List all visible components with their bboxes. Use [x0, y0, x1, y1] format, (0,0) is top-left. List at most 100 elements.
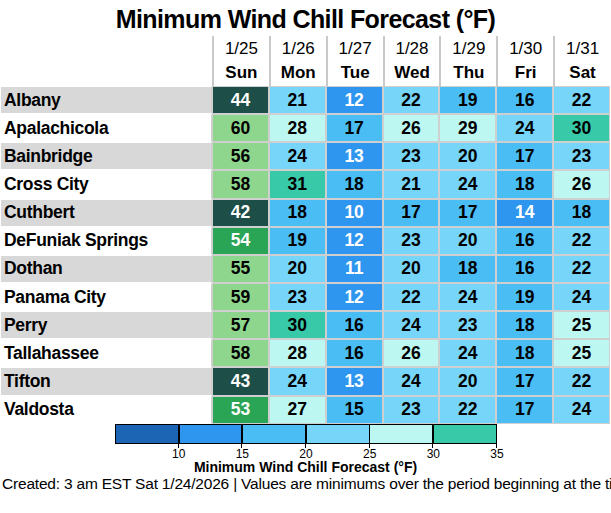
colorbar-segment [179, 425, 243, 443]
colorbar-tickmark [305, 424, 306, 448]
column-header-mon: 1/26Mon [269, 36, 326, 86]
value-cell: 24 [439, 339, 496, 367]
value-cell: 43 [212, 367, 269, 395]
value-cell: 17 [496, 142, 553, 170]
value-cell: 26 [383, 114, 440, 142]
header-spacer [1, 36, 212, 86]
value-cell: 17 [439, 199, 496, 227]
row-label: Apalachicola [1, 114, 212, 142]
value-cell: 18 [553, 199, 610, 227]
column-day: Thu [441, 61, 496, 85]
footer-text: Created: 3 am EST Sat 1/24/2026 | Values… [2, 475, 610, 493]
colorbar-label: Minimum Wind Chill Forecast (°F) [0, 459, 611, 475]
value-cell: 16 [496, 86, 553, 114]
value-cell: 24 [269, 142, 326, 170]
row-label: Dothan [1, 255, 212, 283]
colorbar-tickmark [369, 424, 370, 448]
value-cell: 24 [383, 311, 440, 339]
value-cell: 58 [212, 170, 269, 198]
row-label: Tifton [1, 367, 212, 395]
value-cell: 12 [326, 283, 383, 311]
value-cell: 18 [496, 170, 553, 198]
value-cell: 23 [383, 227, 440, 255]
value-cell: 18 [496, 339, 553, 367]
row-label: Panama City [1, 283, 212, 311]
row-label: Albany [1, 86, 212, 114]
column-header-wed: 1/28Wed [383, 36, 440, 86]
value-cell: 23 [269, 283, 326, 311]
value-cell: 42 [212, 199, 269, 227]
colorbar-tickmark [241, 424, 242, 448]
column-date: 1/30 [498, 37, 553, 61]
column-day: Sat [555, 61, 610, 85]
row-label: Perry [1, 311, 212, 339]
row-label: Tallahassee [1, 339, 212, 367]
value-cell: 26 [383, 339, 440, 367]
value-cell: 24 [496, 114, 553, 142]
column-day: Mon [271, 61, 326, 85]
value-cell: 29 [439, 114, 496, 142]
row-label: Cuthbert [1, 199, 212, 227]
value-cell: 58 [212, 339, 269, 367]
value-cell: 22 [553, 367, 610, 395]
column-header-tue: 1/27Tue [326, 36, 383, 86]
value-cell: 56 [212, 142, 269, 170]
colorbar-tickmark [178, 424, 179, 448]
value-cell: 22 [553, 255, 610, 283]
value-cell: 57 [212, 311, 269, 339]
column-day: Sun [214, 61, 269, 85]
column-date: 1/29 [441, 37, 496, 61]
column-date: 1/27 [328, 37, 383, 61]
value-cell: 23 [553, 142, 610, 170]
value-cell: 30 [553, 114, 610, 142]
value-cell: 13 [326, 367, 383, 395]
value-cell: 14 [496, 199, 553, 227]
value-cell: 24 [439, 283, 496, 311]
value-cell: 28 [269, 339, 326, 367]
value-cell: 10 [326, 199, 383, 227]
value-cell: 54 [212, 227, 269, 255]
value-cell: 24 [269, 367, 326, 395]
row-label: Cross City [1, 170, 212, 198]
column-day: Tue [328, 61, 383, 85]
value-cell: 53 [212, 396, 269, 424]
column-day: Fri [498, 61, 553, 85]
value-cell: 20 [439, 227, 496, 255]
value-cell: 21 [269, 86, 326, 114]
value-cell: 31 [269, 170, 326, 198]
value-cell: 18 [326, 170, 383, 198]
value-cell: 24 [383, 367, 440, 395]
value-cell: 22 [383, 86, 440, 114]
value-cell: 16 [496, 255, 553, 283]
value-cell: 24 [553, 283, 610, 311]
value-cell: 30 [269, 311, 326, 339]
column-header-fri: 1/30Fri [496, 36, 553, 86]
column-header-sun: 1/25Sun [212, 36, 269, 86]
value-cell: 12 [326, 227, 383, 255]
column-date: 1/26 [271, 37, 326, 61]
value-cell: 23 [383, 396, 440, 424]
row-label: Bainbridge [1, 142, 212, 170]
value-cell: 20 [439, 142, 496, 170]
value-cell: 19 [439, 86, 496, 114]
value-cell: 22 [553, 227, 610, 255]
value-cell: 28 [269, 114, 326, 142]
row-label: Valdosta [1, 396, 212, 424]
value-cell: 18 [269, 199, 326, 227]
column-header-thu: 1/29Thu [439, 36, 496, 86]
colorbar-tickmark [496, 424, 497, 448]
colorbar-segment [242, 425, 306, 443]
column-header-sat: 1/31Sat [553, 36, 610, 86]
value-cell: 17 [496, 367, 553, 395]
page-title: Minimum Wind Chill Forecast (°F) [0, 0, 611, 36]
colorbar-segment [306, 425, 370, 443]
value-cell: 24 [439, 170, 496, 198]
value-cell: 17 [326, 114, 383, 142]
value-cell: 27 [269, 396, 326, 424]
colorbar-segment [116, 425, 179, 443]
forecast-table: 1/25Sun1/26Mon1/27Tue1/28Wed1/29Thu1/30F… [1, 36, 610, 424]
value-cell: 26 [553, 170, 610, 198]
value-cell: 25 [553, 339, 610, 367]
column-day: Wed [385, 61, 440, 85]
value-cell: 25 [553, 311, 610, 339]
